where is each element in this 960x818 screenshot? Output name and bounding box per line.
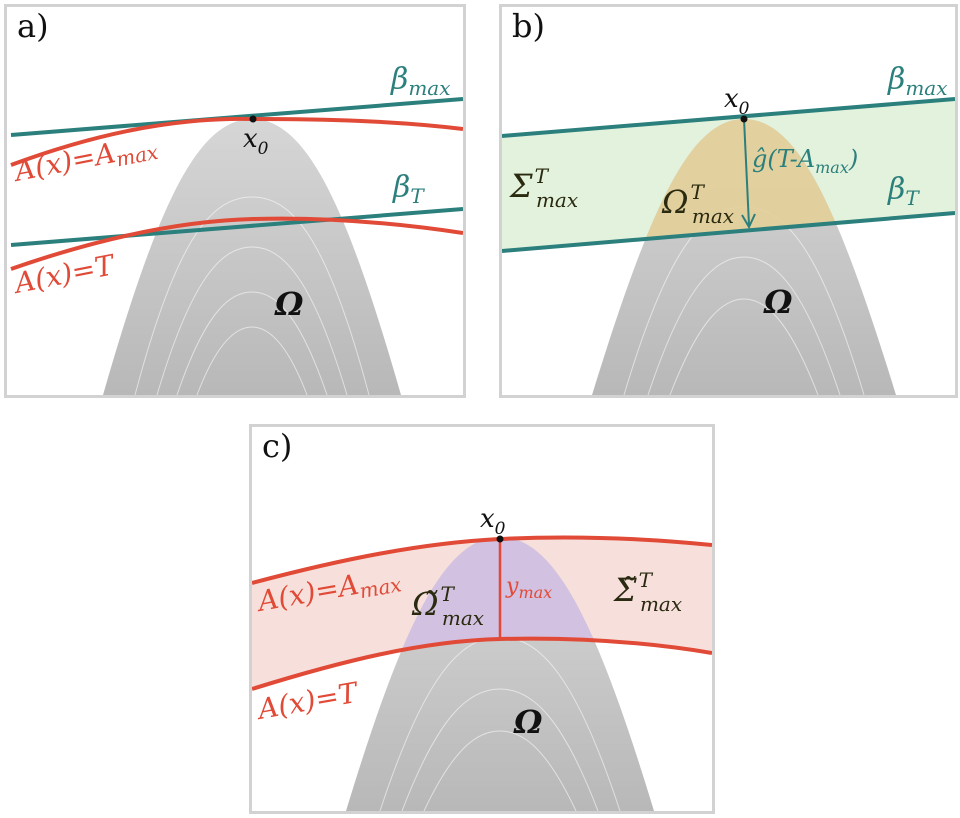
beta-t-label: βT xyxy=(887,172,920,210)
x0-point xyxy=(249,115,257,123)
omega-region xyxy=(103,119,401,395)
beta-t-line xyxy=(10,207,463,247)
a-t-curve xyxy=(252,636,712,691)
g-hat-arrowhead xyxy=(741,213,756,230)
g-hat-label: ĝ(T-Amax) xyxy=(752,145,858,177)
x0-point xyxy=(740,115,748,123)
x0-label: x0 xyxy=(243,124,269,159)
a-t-curve-label: A(x)=T xyxy=(9,248,119,300)
panel-a-diagram: βmax βT x0 A(x)=Amax A(x)=T Ω xyxy=(9,62,463,395)
x0-point xyxy=(496,535,504,543)
beta-max-line xyxy=(502,97,955,138)
omega-label: Ω xyxy=(763,283,793,321)
beta-t-label: βT xyxy=(392,170,425,208)
panel-a: βmax βT x0 A(x)=Amax A(x)=T Ω a) xyxy=(4,4,466,398)
panel-label: b) xyxy=(512,7,545,45)
x0-label: x0 xyxy=(724,84,750,119)
omega-label: Ω xyxy=(274,285,304,323)
beta-max-label: βmax xyxy=(887,62,948,100)
a-t-curve xyxy=(10,216,463,271)
y-max-label: ymax xyxy=(505,574,552,602)
beta-max-label: βmax xyxy=(390,62,451,100)
x0-label: x0 xyxy=(480,504,506,539)
beta-t-line xyxy=(502,211,955,253)
g-hat-arrow xyxy=(743,118,750,226)
panel-label: a) xyxy=(17,7,49,45)
omega-label: Ω xyxy=(513,703,543,741)
panel-label: c) xyxy=(262,427,293,465)
a-max-curve-label: A(x)=Amax xyxy=(9,128,160,191)
